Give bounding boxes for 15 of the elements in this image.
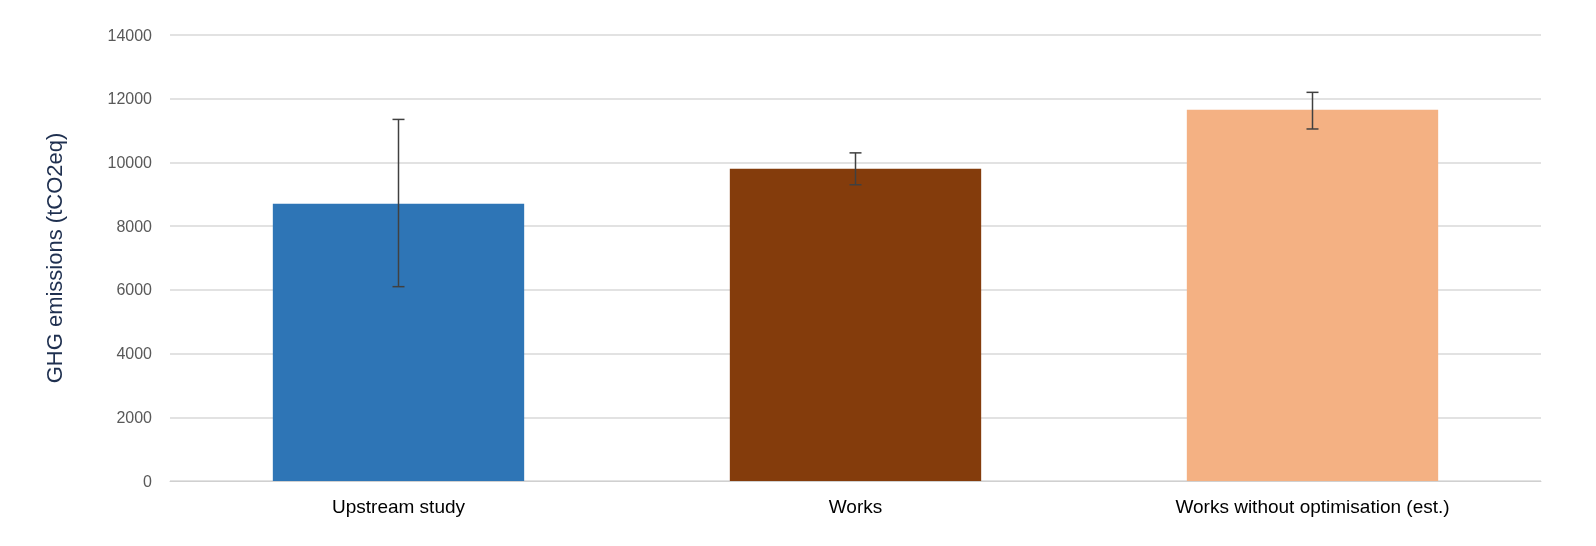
x-tick-label: Works without optimisation (est.) xyxy=(1175,496,1450,517)
y-tick-label: 14000 xyxy=(107,26,153,44)
x-tick-label: Works xyxy=(828,496,883,517)
x-tick-label: Upstream study xyxy=(331,496,466,517)
bar xyxy=(729,168,982,481)
y-tick-label: 2000 xyxy=(116,408,153,426)
y-tick-label: 4000 xyxy=(116,345,153,363)
y-tick-label: 6000 xyxy=(116,281,153,299)
y-tick-label: 0 xyxy=(143,472,153,490)
bar xyxy=(1186,109,1439,481)
y-tick-label: 10000 xyxy=(107,153,153,171)
y-tick-label: 8000 xyxy=(116,217,153,235)
bar xyxy=(272,203,525,481)
y-tick-label: 12000 xyxy=(107,90,153,108)
y-axis-title: GHG emissions (tCO2eq) xyxy=(41,132,67,384)
